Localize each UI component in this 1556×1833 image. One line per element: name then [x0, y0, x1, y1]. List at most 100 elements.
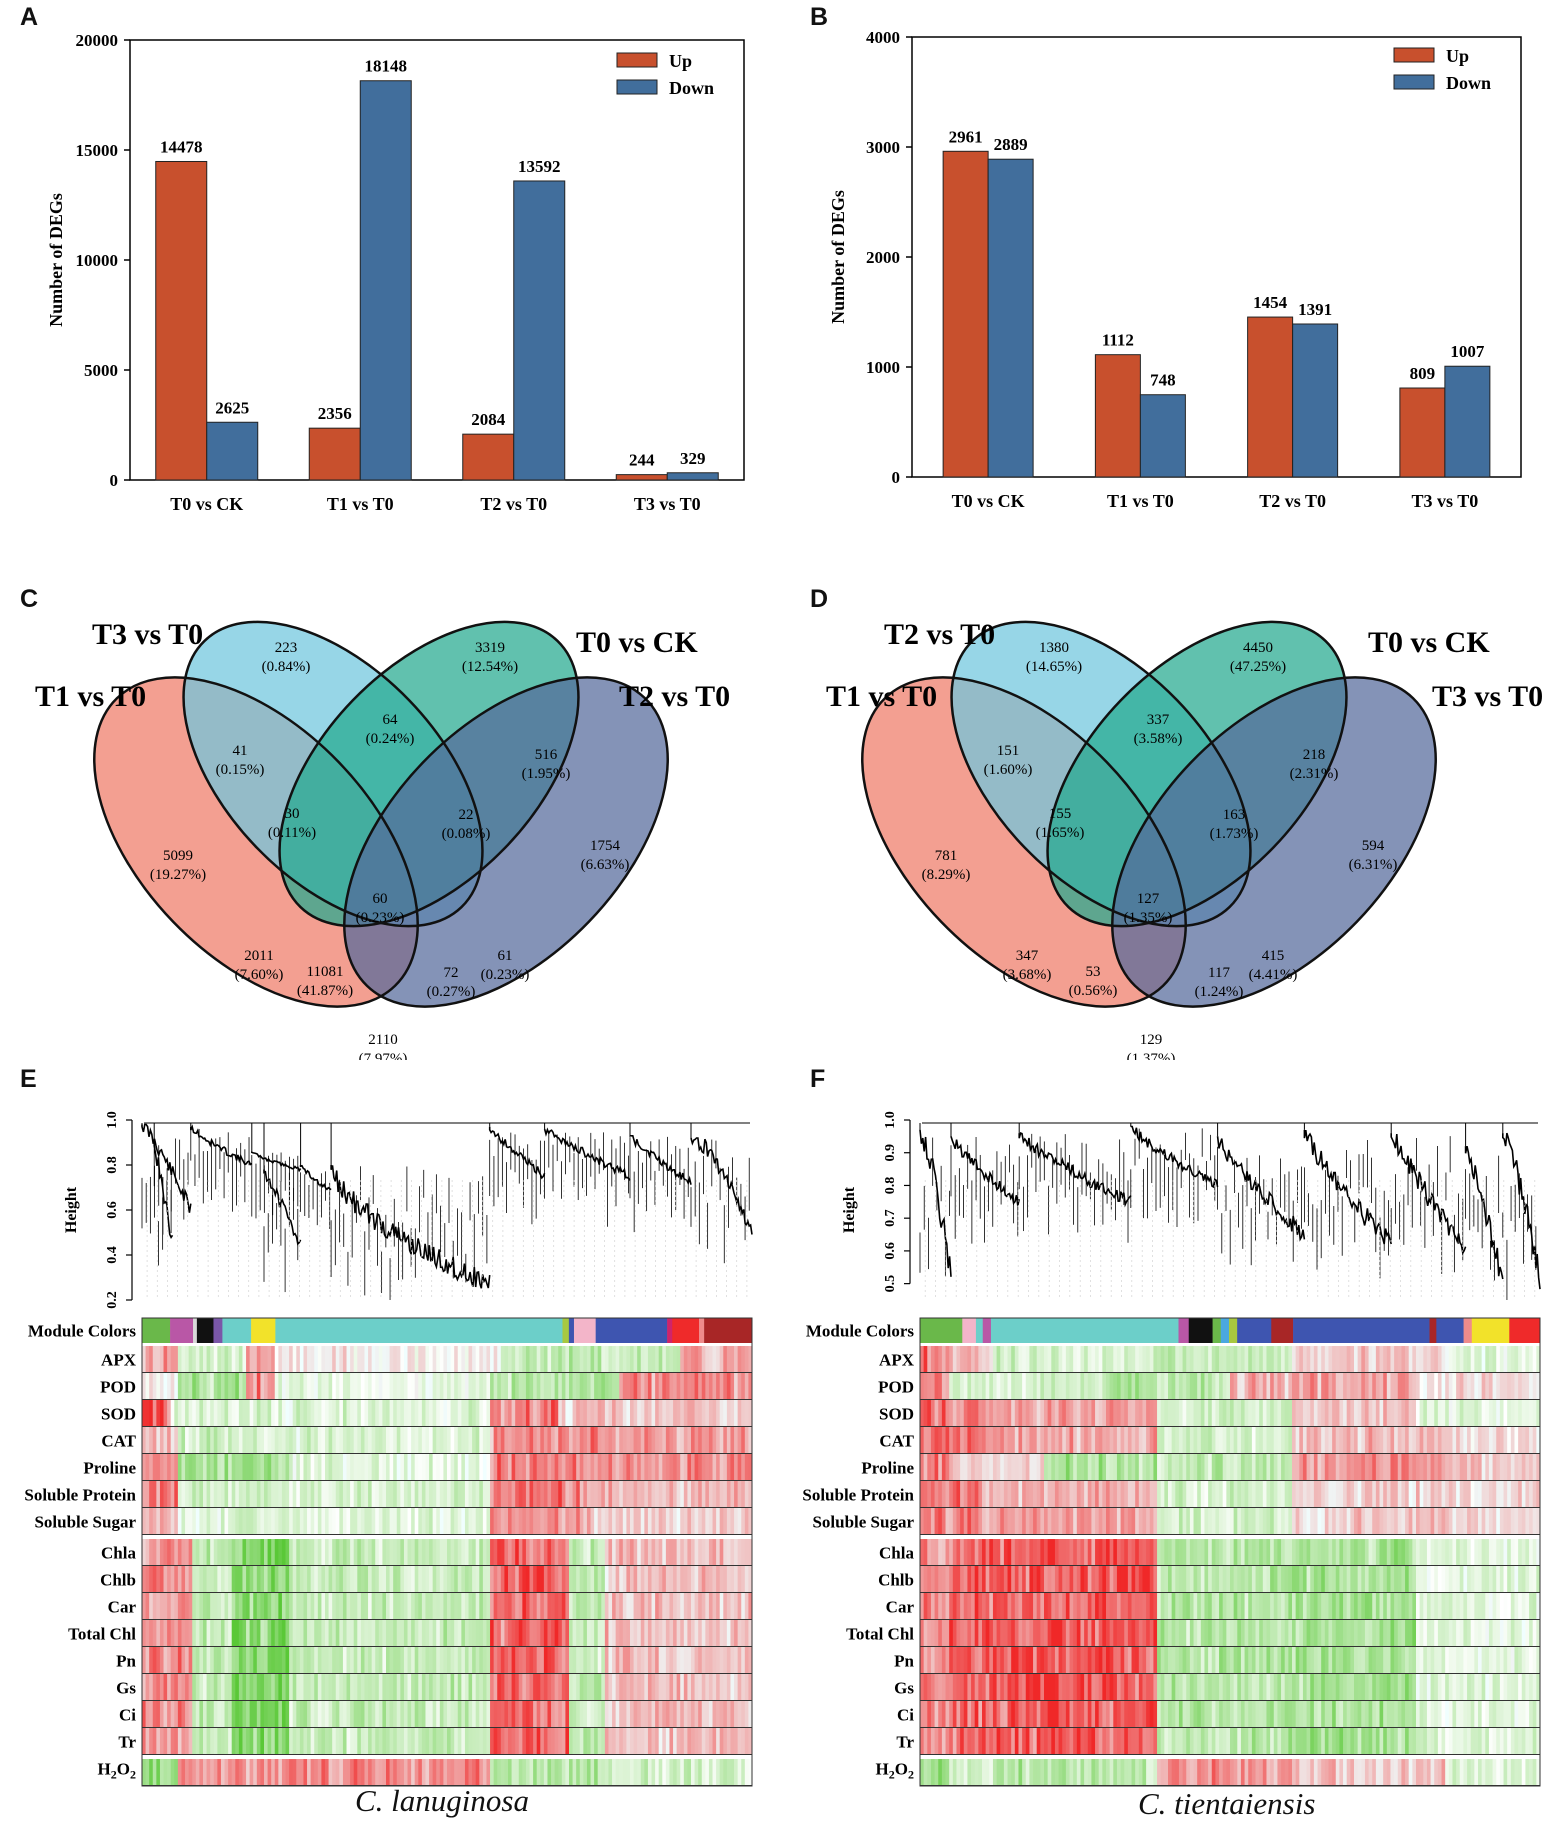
heat-cell — [1518, 1373, 1523, 1399]
heat-cell — [540, 1508, 545, 1534]
heat-cell — [357, 1566, 362, 1592]
heat-cell — [314, 1701, 319, 1727]
heat-cell — [1408, 1427, 1413, 1453]
heat-cell — [472, 1346, 477, 1372]
heat-cell — [662, 1759, 667, 1785]
heat-cell — [655, 1674, 660, 1700]
heat-cell — [479, 1620, 484, 1646]
heat-cell — [669, 1593, 674, 1619]
heat-cell — [1062, 1454, 1067, 1480]
heat-cell — [303, 1454, 308, 1480]
heat-cell — [364, 1539, 369, 1565]
heat-cell — [317, 1674, 322, 1700]
heat-cell — [923, 1400, 928, 1426]
heat-cell — [708, 1427, 713, 1453]
heat-cell — [450, 1674, 455, 1700]
heat-cell — [1226, 1427, 1231, 1453]
heat-cell — [1248, 1508, 1253, 1534]
heat-cell — [665, 1566, 670, 1592]
heat-cell — [579, 1454, 584, 1480]
heat-cell — [231, 1620, 236, 1646]
heat-cell — [744, 1647, 749, 1673]
heat-cell — [748, 1427, 753, 1453]
heat-cell — [612, 1539, 617, 1565]
heat-cell — [572, 1346, 577, 1372]
heat-cell — [511, 1373, 516, 1399]
heat-cell — [274, 1620, 279, 1646]
heat-cell — [1474, 1346, 1479, 1372]
heat-cell — [1339, 1539, 1344, 1565]
heat-cell — [375, 1481, 380, 1507]
heat-cell — [152, 1454, 157, 1480]
venn-region-pct: (0.15%) — [216, 762, 265, 778]
venn-set-name: T0 vs CK — [576, 626, 698, 659]
heat-cell — [930, 1427, 935, 1453]
heat-cell — [375, 1373, 380, 1399]
heat-cell — [163, 1539, 168, 1565]
heat-cell — [982, 1400, 987, 1426]
heat-cell — [569, 1400, 573, 1426]
heat-cell — [350, 1593, 355, 1619]
x-tick-label: T1 vs T0 — [327, 494, 394, 514]
heat-cell — [242, 1400, 247, 1426]
heat-cell — [1277, 1454, 1282, 1480]
heat-cell — [967, 1566, 972, 1592]
heat-cell — [1044, 1539, 1049, 1565]
heat-cell — [716, 1566, 721, 1592]
heat-cell — [633, 1701, 638, 1727]
heat-cell — [1518, 1481, 1523, 1507]
heat-cell — [1204, 1400, 1209, 1426]
heat-cell — [389, 1620, 394, 1646]
heat-cell — [1011, 1400, 1016, 1426]
heat-cell — [1426, 1373, 1431, 1399]
heat-cell — [468, 1539, 473, 1565]
heat-cell — [1244, 1427, 1249, 1453]
heat-cell — [1018, 1346, 1023, 1372]
heat-cell — [630, 1427, 634, 1453]
heat-cell — [353, 1620, 358, 1646]
heat-cell — [1419, 1481, 1424, 1507]
heat-cell — [400, 1346, 405, 1372]
heat-cell — [630, 1508, 634, 1534]
heat-cell — [1255, 1566, 1260, 1592]
heat-cell — [633, 1373, 638, 1399]
heat-cell — [382, 1427, 387, 1453]
heat-cell — [1335, 1427, 1340, 1453]
heat-cell — [149, 1508, 154, 1534]
heat-cell — [572, 1647, 577, 1673]
heat-cell — [971, 1539, 976, 1565]
module-color-block — [1212, 1318, 1222, 1343]
venn-region-pct: (0.11%) — [268, 825, 316, 841]
heat-cell — [1321, 1481, 1326, 1507]
venn-region-count: 53 — [1086, 964, 1101, 980]
heat-cell — [734, 1427, 739, 1453]
heat-cell — [1230, 1539, 1235, 1565]
heat-cell — [1456, 1346, 1461, 1372]
heat-cell — [421, 1481, 426, 1507]
trait-row — [920, 1566, 1541, 1593]
heat-cell — [436, 1508, 441, 1534]
heat-cell — [637, 1701, 642, 1727]
heat-cell — [497, 1373, 502, 1399]
heat-cell — [274, 1481, 279, 1507]
heat-cell — [655, 1566, 660, 1592]
heat-cell — [540, 1674, 545, 1700]
heat-cell — [1518, 1346, 1523, 1372]
heat-cell — [454, 1647, 459, 1673]
heat-cell — [1222, 1346, 1227, 1372]
heat-cell — [1047, 1346, 1052, 1372]
heat-cell — [246, 1620, 251, 1646]
heat-cell — [482, 1454, 487, 1480]
heat-cell — [249, 1593, 254, 1619]
heat-cell — [619, 1566, 624, 1592]
heat-cell — [1277, 1508, 1282, 1534]
heat-cell — [443, 1647, 448, 1673]
heat-cell — [1171, 1427, 1176, 1453]
heat-cell — [1317, 1566, 1322, 1592]
heat-cell — [1022, 1508, 1027, 1534]
heat-cell — [1496, 1373, 1501, 1399]
heat-cell — [307, 1593, 312, 1619]
heat-cell — [1244, 1373, 1249, 1399]
heat-cell — [436, 1373, 441, 1399]
heat-cell — [1332, 1400, 1337, 1426]
